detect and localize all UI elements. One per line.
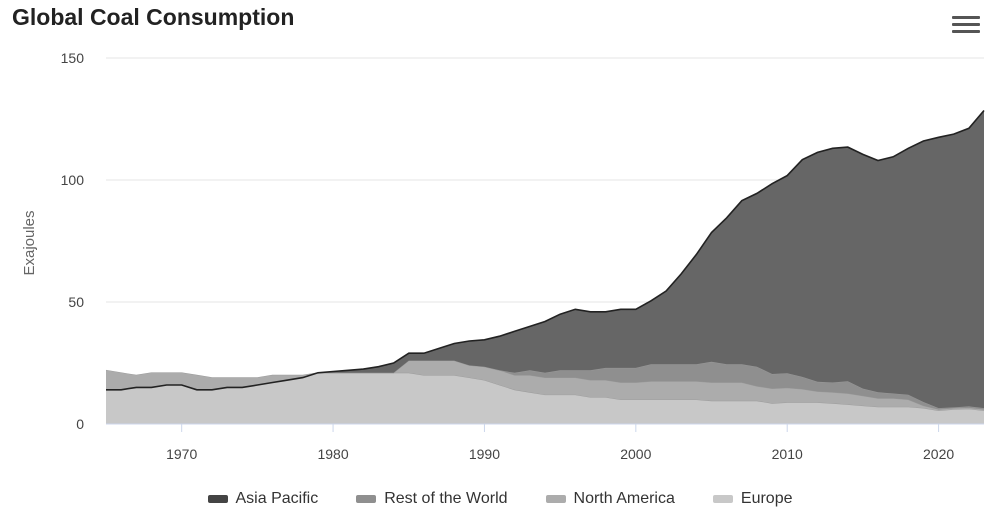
legend-item-rest-of-the-world[interactable]: Rest of the World [356, 490, 508, 508]
area-europe[interactable] [106, 370, 984, 424]
x-tick-label: 2010 [772, 446, 803, 462]
legend-label: Asia Pacific [235, 490, 319, 507]
x-tick-label: 1990 [469, 446, 500, 462]
legend-item-north-america[interactable]: North America [545, 490, 675, 508]
area-north-america[interactable] [106, 360, 984, 411]
chart-title: Global Coal Consumption [12, 4, 295, 30]
line-asia-pacific [106, 109, 985, 391]
y-tick-label: 100 [61, 172, 85, 188]
legend-swatch [712, 495, 733, 503]
axes: 0 50 100 150 1970 1980 1990 2000 2010 2020 [61, 50, 984, 462]
x-tick-label: 1980 [317, 446, 348, 462]
legend-label: Rest of the World [384, 490, 508, 507]
legend-swatch [207, 495, 228, 503]
legend-item-europe[interactable]: Europe [712, 490, 793, 508]
legend-label: Europe [740, 490, 793, 507]
legend-swatch [545, 495, 566, 503]
x-tick-label: 1970 [166, 446, 197, 462]
y-tick-label: 150 [61, 50, 85, 66]
legend: Asia Pacific Rest of the World North Ameri… [0, 490, 1000, 508]
legend-swatch [356, 495, 377, 503]
area-asia-pacific[interactable] [106, 110, 984, 409]
legend-label: North America [573, 490, 675, 507]
y-tick-label: 50 [68, 294, 84, 310]
stacked-areas [105, 109, 985, 424]
y-tick-label: 0 [76, 416, 84, 432]
x-tick-label: 2000 [620, 446, 651, 462]
area-rest-of-the-world[interactable] [106, 360, 984, 410]
menu-icon[interactable] [952, 16, 980, 40]
y-axis-label: Exajoules [21, 210, 38, 275]
legend-item-asia-pacific[interactable]: Asia Pacific [207, 490, 319, 508]
x-tick-label: 2020 [923, 446, 954, 462]
